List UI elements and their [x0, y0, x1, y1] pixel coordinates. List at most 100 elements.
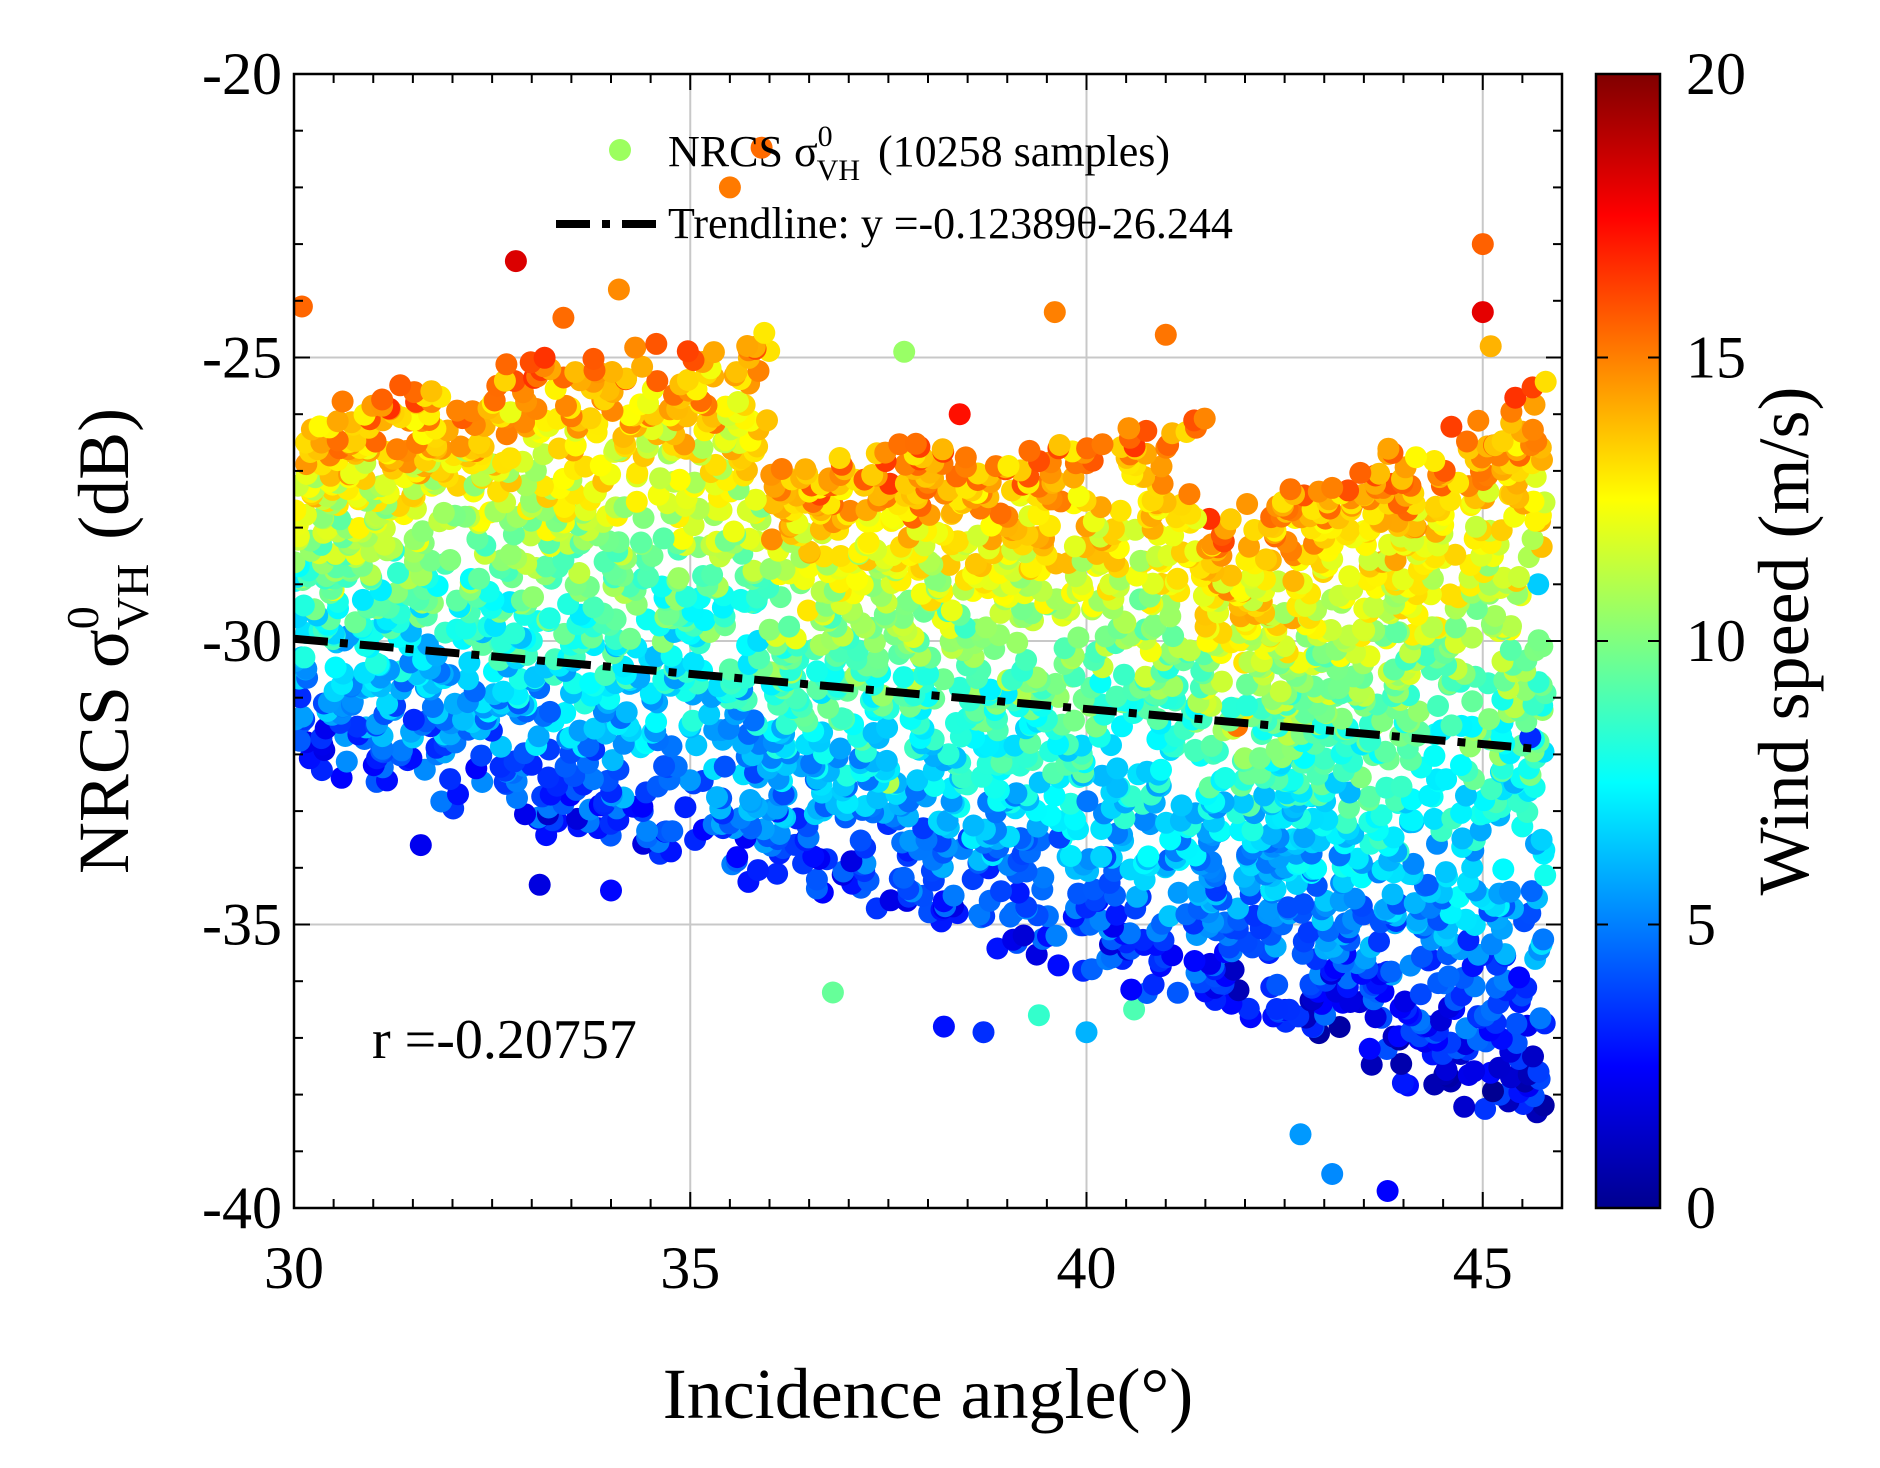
- data-point: [1358, 1037, 1381, 1060]
- data-point: [1142, 973, 1165, 996]
- data-point: [1328, 1016, 1351, 1038]
- data-point: [675, 585, 698, 608]
- data-point: [594, 664, 617, 686]
- data-point: [674, 796, 697, 819]
- data-point: [942, 884, 965, 907]
- data-point: [1492, 858, 1515, 881]
- data-point: [742, 559, 765, 582]
- data-point: [861, 464, 884, 486]
- data-point: [1137, 845, 1160, 868]
- data-point: [829, 737, 852, 760]
- data-point: [1346, 847, 1369, 870]
- data-point: [583, 717, 606, 740]
- data-point: [1444, 543, 1467, 566]
- data-point: [568, 562, 591, 584]
- data-point: [1505, 1012, 1528, 1035]
- data-point: [1120, 978, 1143, 1001]
- data-point: [702, 341, 725, 364]
- data-point: [1491, 430, 1514, 453]
- data-point: [1076, 790, 1099, 813]
- y-tick-label: -30: [202, 608, 282, 674]
- data-point: [1390, 1052, 1413, 1075]
- data-point: [1032, 866, 1055, 889]
- data-point: [1450, 754, 1472, 777]
- data-point: [555, 394, 577, 417]
- data-point: [470, 744, 493, 767]
- data-point: [1390, 775, 1413, 798]
- data-point: [1253, 784, 1276, 807]
- data-point: [1321, 476, 1344, 499]
- data-point: [409, 834, 432, 857]
- data-point: [931, 438, 954, 461]
- data-point: [449, 435, 472, 458]
- data-point: [1106, 757, 1129, 780]
- data-point: [1465, 515, 1487, 538]
- data-point: [645, 332, 668, 355]
- data-point: [294, 646, 316, 669]
- data-point: [1091, 433, 1114, 456]
- data-point: [1118, 922, 1141, 945]
- data-point: [798, 540, 821, 563]
- data-point: [1522, 1045, 1544, 1068]
- data-point: [615, 701, 638, 724]
- data-point: [1523, 393, 1546, 416]
- data-point: [376, 693, 399, 715]
- data-point: [778, 615, 801, 638]
- data-point: [725, 361, 748, 384]
- data-point: [1423, 744, 1446, 767]
- legend-scatter-marker: [609, 139, 631, 161]
- data-point: [923, 775, 946, 797]
- data-point: [1508, 966, 1531, 989]
- y-axis-title: NRCS σ0VH(dB): [57, 408, 158, 874]
- data-point: [1151, 472, 1174, 495]
- x-tick-label: 35: [660, 1235, 720, 1301]
- data-point: [821, 981, 844, 1004]
- data-point: [1362, 595, 1385, 618]
- data-point: [828, 447, 851, 469]
- colorbar-tick-label: 5: [1686, 892, 1716, 958]
- data-point: [1167, 881, 1190, 904]
- data-point: [1282, 570, 1305, 592]
- data-point: [1499, 880, 1521, 903]
- data-point: [446, 399, 469, 422]
- data-point: [646, 370, 669, 393]
- data-point: [1405, 446, 1427, 469]
- data-point: [468, 432, 491, 455]
- data-point: [439, 768, 462, 791]
- data-point: [1482, 1080, 1504, 1103]
- data-point: [579, 407, 602, 430]
- data-point: [294, 705, 314, 728]
- data-point: [421, 696, 444, 718]
- y-tick-label: -40: [202, 1175, 282, 1241]
- data-point: [601, 361, 624, 383]
- data-point: [1005, 782, 1028, 805]
- data-point: [954, 446, 977, 469]
- data-point: [1343, 887, 1366, 910]
- data-point: [1380, 960, 1403, 983]
- data-point: [756, 409, 778, 432]
- data-point: [1370, 804, 1393, 827]
- scatter-points: [294, 136, 1557, 1202]
- colorbar-tick-label: 15: [1686, 325, 1746, 391]
- data-point: [1469, 819, 1492, 842]
- data-point: [1015, 649, 1038, 671]
- data-point: [1166, 567, 1189, 590]
- data-point: [1529, 1007, 1552, 1030]
- y-tick-label: -20: [202, 41, 282, 107]
- data-point: [1385, 621, 1408, 644]
- data-point: [964, 553, 987, 575]
- data-point: [1423, 807, 1446, 830]
- data-point: [937, 743, 960, 766]
- data-point: [744, 488, 767, 511]
- data-point: [1368, 930, 1390, 953]
- data-point: [522, 586, 544, 609]
- data-point: [1437, 965, 1460, 988]
- data-point: [948, 403, 971, 426]
- data-point: [1463, 1060, 1486, 1083]
- data-point: [975, 616, 998, 639]
- data-point: [1105, 903, 1128, 926]
- data-point: [758, 618, 781, 641]
- data-point: [676, 340, 699, 363]
- data-point: [962, 814, 985, 837]
- data-point: [1123, 998, 1146, 1021]
